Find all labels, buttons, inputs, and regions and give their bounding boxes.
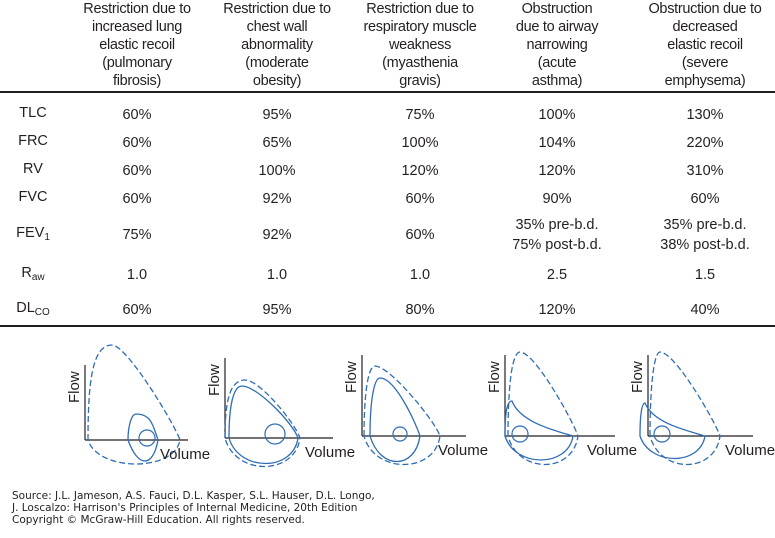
table-cell: 60% [690,191,720,207]
flow-axis-label: Flow [66,371,83,403]
source-line: Source: J.L. Jameson, A.S. Fauci, D.L. K… [12,490,375,502]
row-label: DLCO [0,300,66,318]
table-cell: 35% pre-b.d. 38% post-b.d. [660,217,750,253]
table-cell: 100% [538,107,576,123]
column-header: Obstruction due to airway narrowing (acu… [515,1,599,89]
table-cell: 1.5 [694,267,716,283]
table-cell: 65% [262,135,292,151]
source-citation: Source: J.L. Jameson, A.S. Fauci, D.L. K… [12,490,375,526]
table-cell: 92% [262,191,292,207]
column-header: Restriction due to increased lung elasti… [83,1,191,89]
table-cell: 100% [258,163,296,179]
table-cell: 1.0 [409,267,431,283]
table-cell: 1.0 [126,267,148,283]
row-label: Raw [0,265,66,283]
patient-loop [504,400,574,461]
row-label-text: RV [23,161,43,177]
table-cell: 310% [686,163,724,179]
row-label: TLC [0,105,66,121]
row-label-text: FVC [18,189,48,205]
flow-volume-loops: Flow Volume Flow Volume Flow Volume Flow Volume… [66,344,775,468]
volume-axis-label: Volume [160,446,210,463]
normal-loop [649,351,721,466]
table-cell: 104% [538,135,576,151]
tidal-loop [392,426,408,442]
patient-loop [369,377,421,462]
table-cell: 2.5 [546,267,568,283]
table-cell: 100% [401,135,439,151]
row-label: FEV1 [0,225,66,243]
row-label-text: DL [16,300,35,316]
tidal-loop [653,425,671,443]
flow-axis-label: Flow [206,364,223,396]
volume-axis-label: Volume [305,444,355,461]
column-header: Restriction due to respiratory muscle we… [363,1,477,89]
row-label-subscript: 1 [44,232,50,243]
table-rule [0,325,775,327]
source-line: J. Loscalzo: Harrison's Principles of In… [12,502,358,514]
table-cell: 130% [686,107,724,123]
table-cell: 35% pre-b.d. 75% post-b.d. [512,217,602,253]
flow-axis-label: Flow [486,361,503,393]
volume-axis-label: Volume [587,442,637,459]
table-cell: 95% [262,302,292,318]
table-rule [0,91,775,93]
row-label-text: FRC [18,133,48,149]
table-cell: 60% [122,191,152,207]
row-label-subscript: aw [31,272,45,283]
tidal-loop [264,423,286,445]
table-cell: 60% [405,191,435,207]
column-header: Obstruction due to decreased elastic rec… [648,1,762,89]
row-label-text: R [21,265,32,281]
table-cell: 75% [405,107,435,123]
tidal-loop [138,429,156,447]
patient-loop [639,402,706,459]
flow-axis-label: Flow [629,361,646,393]
volume-axis-label: Volume [725,442,775,459]
table-cell: 90% [542,191,572,207]
tidal-loop [511,425,529,443]
normal-loop [363,365,441,466]
table-cell: 40% [690,302,720,318]
normal-loop [224,379,301,468]
table-cell: 60% [122,135,152,151]
row-label-text: FEV [16,225,45,241]
row-label: FVC [0,189,66,205]
source-line: Copyright © McGraw-Hill Education. All r… [12,514,305,526]
row-label-subscript: CO [34,307,50,318]
table-cell: 120% [538,302,576,318]
table-cell: 60% [122,107,152,123]
table-cell: 95% [262,107,292,123]
normal-loop [507,351,579,466]
table-cell: 92% [262,227,292,243]
column-header: Restriction due to chest wall abnormalit… [223,1,331,89]
patient-loop [127,413,159,462]
table-cell: 1.0 [266,267,288,283]
table-cell: 60% [122,302,152,318]
table-cell: 80% [405,302,435,318]
flow-axis-label: Flow [343,361,360,393]
table-cell: 60% [405,227,435,243]
table-cell: 60% [122,163,152,179]
patient-loop [228,385,299,465]
table-cell: 75% [122,227,152,243]
table-cell: 120% [401,163,439,179]
volume-axis-label: Volume [438,442,488,459]
table-cell: 120% [538,163,576,179]
row-label-text: TLC [19,105,47,121]
table-cell: 220% [686,135,724,151]
row-label: FRC [0,133,66,149]
row-label: RV [0,161,66,177]
